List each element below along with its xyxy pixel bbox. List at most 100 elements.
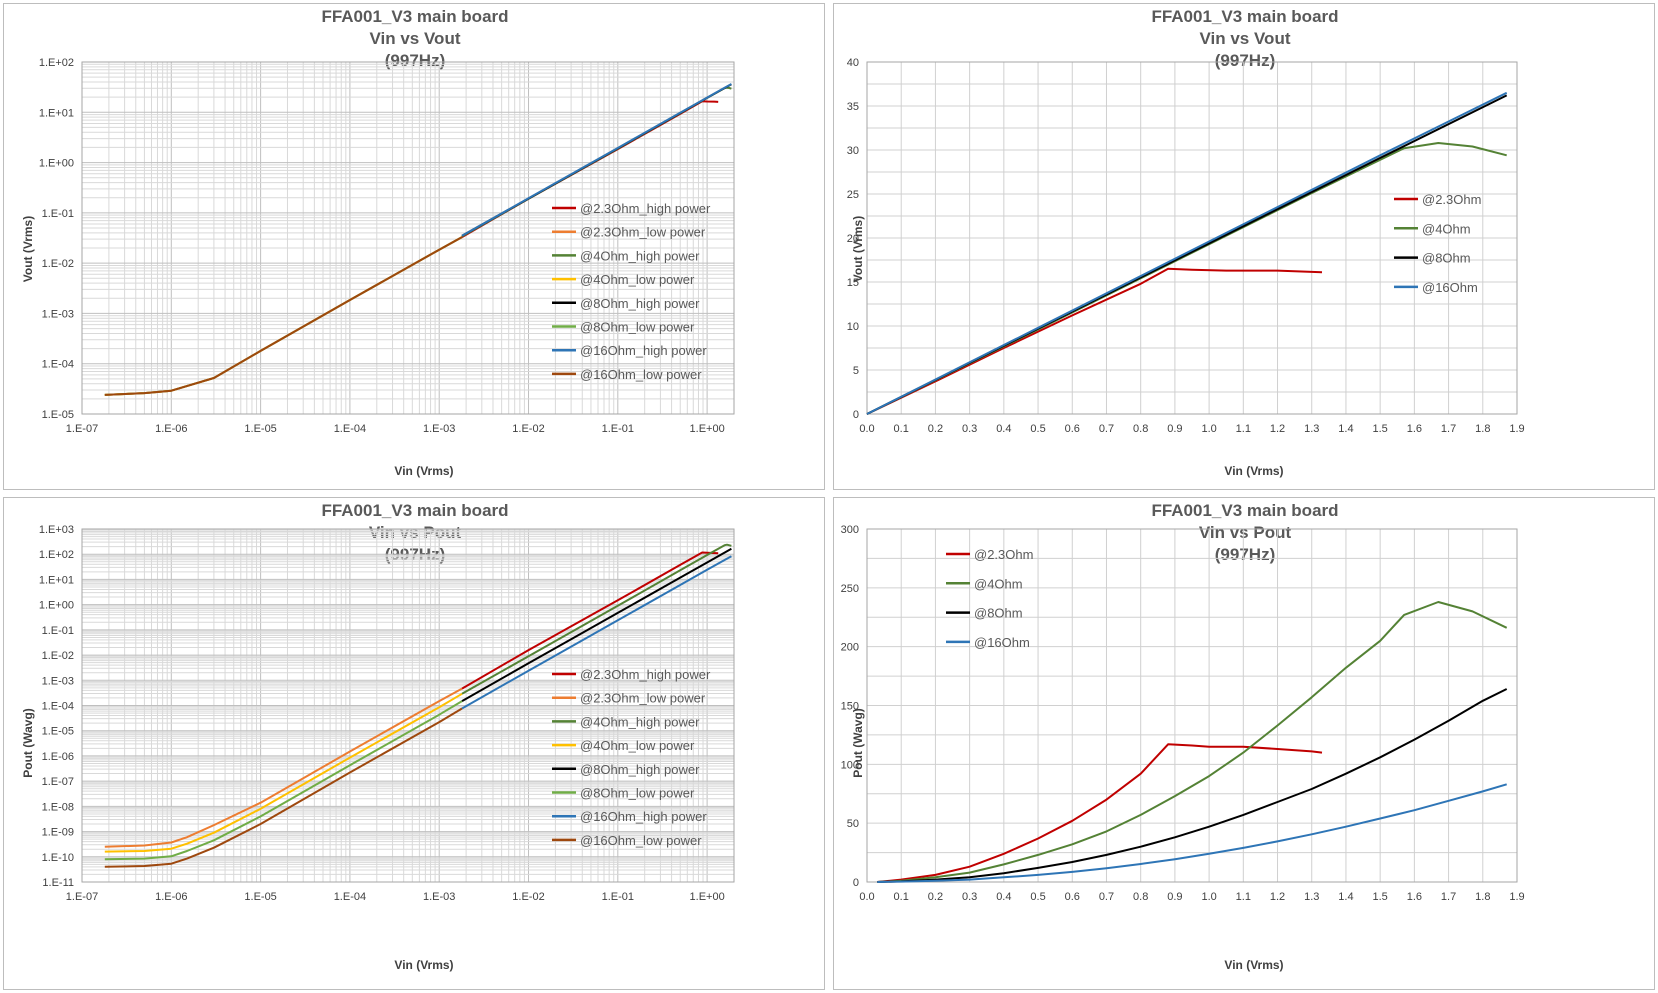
y-axis-label: Vout (Vrms) [851,216,865,282]
x-tick-label: 1.9 [1509,423,1524,435]
chart-title-line-1: FFA001_V3 main board [321,501,508,520]
y-tick-label: 1.E+01 [39,107,74,119]
y-tick-label: 35 [847,101,859,113]
y-tick-label: 1.E-05 [42,726,74,738]
series-line-8ohm-low-power [104,700,463,861]
chart-panel-vin-vout-log: FFA001_V3 main board Vin vs Vout (997Hz)… [3,3,825,490]
legend-label: @4Ohm_high power [580,248,700,263]
y-tick-label: 5 [853,365,859,377]
y-tick-label: 1.E-09 [42,827,74,839]
x-tick-label: 1.4 [1338,891,1353,903]
y-tick-label: 150 [841,701,859,713]
x-tick-label: 0.3 [962,891,977,903]
legend: @2.3Ohm_high power @2.3Ohm_low power @4Ohm… [552,201,711,382]
chart-title-line-3: (997Hz) [1215,51,1275,70]
y-axis-label: Pout (Wavg) [851,708,865,778]
x-tick-label: 0.4 [996,891,1011,903]
x-tick-label: 1.5 [1373,423,1388,435]
legend-label: @16Ohm [974,635,1030,650]
gridlines [81,528,735,883]
chart-vin-pout-log: FFA001_V3 main board Vin vs Pout (997Hz)… [21,501,735,972]
y-tick-label: 1.E-04 [42,359,74,371]
legend-label: @8Ohm [974,606,1023,621]
legend-label: @16Ohm_high power [580,809,707,824]
x-tick-label: 1.1 [1236,423,1251,435]
legend-label: @16Ohm_low power [580,367,702,382]
chart-title-line-1: FFA001_V3 main board [1151,7,1338,26]
y-tick-label: 1.E+00 [39,158,74,170]
y-tick-label: 300 [841,524,859,536]
y-tick-label: 1.E-02 [42,258,74,270]
x-tick-label: 1.E-01 [602,891,634,903]
y-tick-label: 1.E-08 [42,801,74,813]
y-axis-label: Vout (Vrms) [21,216,35,282]
legend-label: @2.3Ohm [1422,192,1481,207]
gridlines [866,528,1518,883]
x-tick-label: 1.9 [1509,891,1524,903]
chart-vin-vout-log: FFA001_V3 main board Vin vs Vout (997Hz)… [21,7,735,478]
x-tick-label: 1.E-01 [602,423,634,435]
x-tick-label: 0.2 [928,423,943,435]
x-tick-label: 0.3 [962,423,977,435]
y-tick-label: 250 [841,583,859,595]
y-tick-label: 25 [847,189,859,201]
gridlines [81,61,735,415]
y-tick-label: 1.E-02 [42,650,74,662]
x-tick-label: 1.2 [1270,423,1285,435]
series-line-23ohm-low-power [104,687,463,848]
series-line-23ohm-high-power [461,551,719,690]
x-tick-label: 1.2 [1270,891,1285,903]
x-tick-label: 1.6 [1407,891,1422,903]
y-tick-label: 1.E+00 [39,600,74,612]
chart-title-line-1: FFA001_V3 main board [321,7,508,26]
x-tick-label: 1.7 [1441,423,1456,435]
x-tick-label: 1.4 [1338,423,1353,435]
y-tick-label: 1.E-06 [42,751,74,763]
legend: @2.3Ohm @4Ohm @8Ohm @16Ohm [1394,192,1481,295]
series-line-23ohm [877,743,1323,883]
x-tick-label: 0.5 [1030,423,1045,435]
legend-label: @8Ohm_high power [580,762,700,777]
x-tick-label: 1.E+00 [690,423,725,435]
legend-label: @8Ohm_low power [580,320,695,335]
y-tick-label: 1.E-01 [42,625,74,637]
legend-label: @2.3Ohm_high power [580,201,711,216]
y-tick-label: 10 [847,321,859,333]
series-line-4ohm [877,601,1508,883]
x-tick-label: 1.E-04 [334,423,366,435]
x-tick-label: 1.6 [1407,423,1422,435]
x-tick-label: 1.3 [1304,891,1319,903]
series-line-16ohm-low-power [104,707,463,868]
x-tick-label: 0.2 [928,891,943,903]
series-line-23ohm [866,267,1323,415]
x-tick-label: 1.E-05 [244,891,276,903]
series-line-16ohm [866,91,1508,415]
x-axis-label: Vin (Vrms) [1224,464,1283,478]
y-tick-label: 1.E-05 [42,409,74,421]
x-tick-label: 1.E-06 [155,423,187,435]
x-tick-label: 1.E+00 [690,891,725,903]
gridlines [866,61,1518,415]
series-line-4ohm [866,142,1507,415]
x-tick-label: 1.E-05 [244,423,276,435]
x-tick-label: 1.E-07 [66,891,98,903]
legend: @2.3Ohm @4Ohm @8Ohm @16Ohm [946,547,1033,650]
legend: @2.3Ohm_high power @2.3Ohm_low power @4Ohm… [552,667,711,848]
x-tick-label: 0.0 [859,423,874,435]
series-lines [866,91,1508,415]
y-tick-label: 0 [853,409,859,421]
y-tick-label: 1.E-04 [42,701,74,713]
series-line-4ohm-low-power [104,692,463,853]
legend-label: @4Ohm [1422,221,1471,236]
y-tick-label: 1.E+02 [39,549,74,561]
x-tick-label: 0.7 [1099,891,1114,903]
legend-label: @4Ohm_low power [580,272,695,287]
x-tick-label: 1.8 [1475,423,1490,435]
x-tick-label: 1.8 [1475,891,1490,903]
chart-vin-vout-linear: FFA001_V3 main board Vin vs Vout (997Hz)… [847,7,1525,478]
series-line-8ohm-high-power [461,547,732,702]
y-tick-label: 50 [847,818,859,830]
plot-area-border [866,61,1518,415]
x-axis-label: Vin (Vrms) [1224,958,1283,972]
plot-area-border [81,528,735,883]
